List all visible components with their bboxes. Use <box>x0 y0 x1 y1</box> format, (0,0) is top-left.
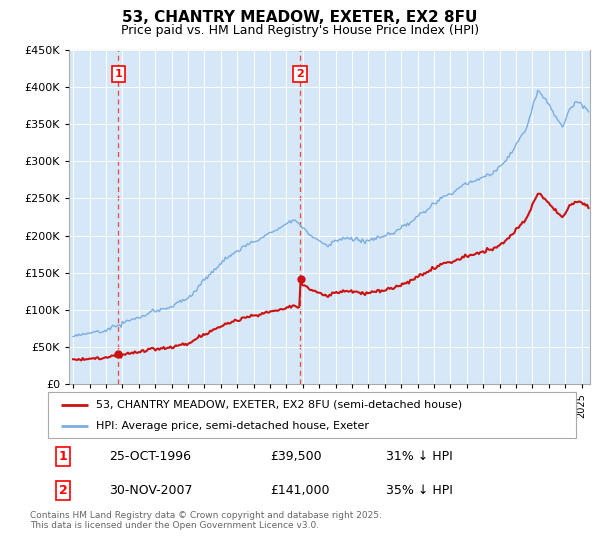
FancyBboxPatch shape <box>48 392 576 438</box>
Text: 1: 1 <box>59 450 67 463</box>
Text: 2: 2 <box>296 69 304 79</box>
Text: 31% ↓ HPI: 31% ↓ HPI <box>386 450 452 463</box>
Text: £39,500: £39,500 <box>270 450 322 463</box>
Text: £141,000: £141,000 <box>270 484 329 497</box>
Text: 25-OCT-1996: 25-OCT-1996 <box>109 450 191 463</box>
Text: 53, CHANTRY MEADOW, EXETER, EX2 8FU: 53, CHANTRY MEADOW, EXETER, EX2 8FU <box>122 10 478 25</box>
Text: 35% ↓ HPI: 35% ↓ HPI <box>386 484 453 497</box>
Text: Price paid vs. HM Land Registry's House Price Index (HPI): Price paid vs. HM Land Registry's House … <box>121 24 479 36</box>
Text: Contains HM Land Registry data © Crown copyright and database right 2025.
This d: Contains HM Land Registry data © Crown c… <box>30 511 382 530</box>
Text: 1: 1 <box>115 69 122 79</box>
Text: HPI: Average price, semi-detached house, Exeter: HPI: Average price, semi-detached house,… <box>95 422 368 431</box>
Text: 53, CHANTRY MEADOW, EXETER, EX2 8FU (semi-detached house): 53, CHANTRY MEADOW, EXETER, EX2 8FU (sem… <box>95 400 461 410</box>
Text: 30-NOV-2007: 30-NOV-2007 <box>109 484 192 497</box>
Text: 2: 2 <box>59 484 67 497</box>
